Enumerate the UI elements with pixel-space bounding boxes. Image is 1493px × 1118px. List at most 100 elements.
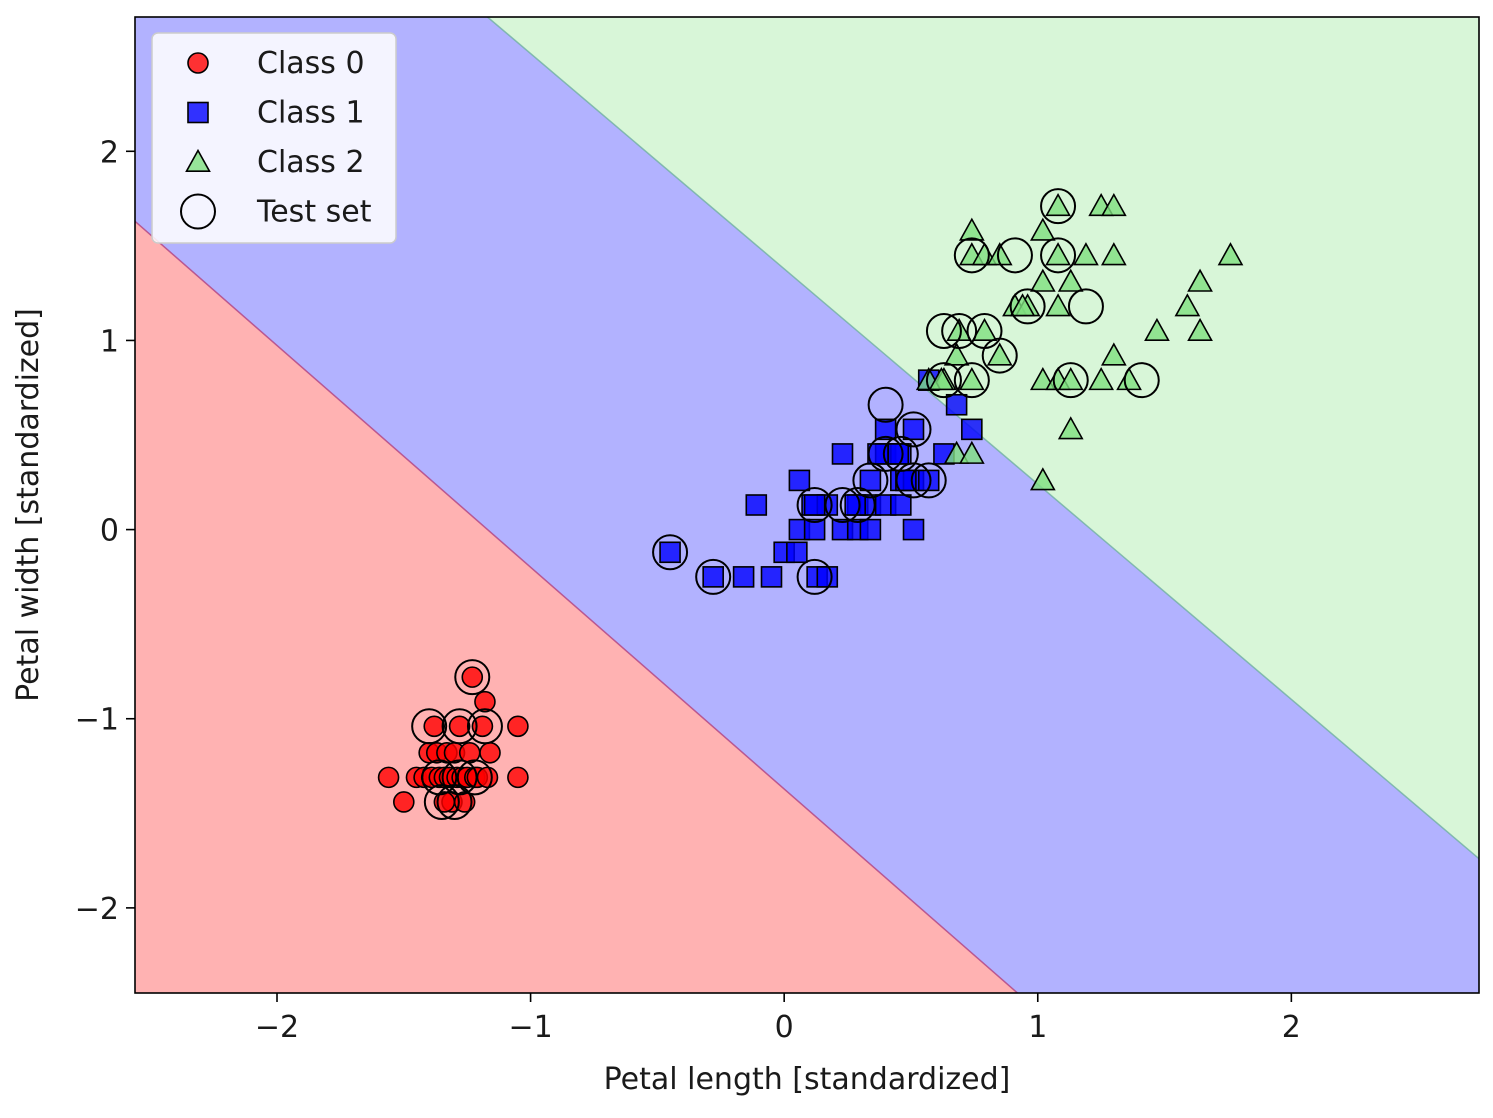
test-set-point bbox=[441, 708, 478, 745]
data-point-class-2 bbox=[1116, 367, 1142, 391]
data-point-class-1 bbox=[859, 469, 882, 492]
y-tick-label: 1 bbox=[100, 324, 119, 359]
data-point-class-0 bbox=[377, 766, 400, 789]
data-point-class-2 bbox=[986, 342, 1013, 366]
data-point-class-2 bbox=[1029, 268, 1056, 292]
test-set-point bbox=[411, 708, 448, 745]
data-point-class-1 bbox=[945, 393, 968, 416]
data-point-class-1 bbox=[803, 518, 826, 541]
boundary-line-0 bbox=[135, 220, 1018, 993]
data-point-class-0 bbox=[507, 715, 529, 738]
legend-label-0: Class 0 bbox=[257, 46, 365, 81]
data-point-class-2 bbox=[1045, 192, 1071, 217]
x-tick-label: 0 bbox=[775, 1010, 794, 1045]
data-point-class-2 bbox=[1045, 242, 1071, 266]
test-set-point bbox=[796, 487, 833, 523]
data-point-class-0 bbox=[479, 741, 501, 764]
data-point-class-1 bbox=[902, 418, 925, 441]
data-point-class-1 bbox=[702, 566, 724, 588]
boundary-line-1 bbox=[486, 17, 1479, 860]
data-point-class-2 bbox=[1100, 342, 1127, 366]
data-points bbox=[377, 192, 1244, 813]
legend-marker-0 bbox=[187, 52, 209, 74]
data-point-class-2 bbox=[1057, 416, 1084, 440]
test-set-point bbox=[436, 783, 473, 820]
legend: Class 0 Class 1 Class 2 Test set bbox=[151, 32, 397, 244]
data-point-class-1 bbox=[760, 566, 783, 588]
data-point-class-2 bbox=[1187, 268, 1213, 292]
test-set-point bbox=[466, 708, 503, 745]
x-tick-label: −1 bbox=[508, 1010, 552, 1045]
data-point-class-0 bbox=[433, 791, 456, 813]
test-set-point bbox=[1009, 288, 1046, 325]
data-point-class-0 bbox=[471, 715, 494, 738]
data-point-class-1 bbox=[732, 566, 755, 588]
test-set-point bbox=[867, 435, 904, 472]
test-set-point bbox=[423, 783, 460, 820]
data-point-class-2 bbox=[1100, 242, 1127, 266]
x-tick-label: −2 bbox=[255, 1010, 299, 1045]
y-tick-label: −2 bbox=[75, 892, 119, 927]
data-point-class-0 bbox=[507, 766, 529, 789]
data-point-class-1 bbox=[859, 518, 882, 541]
data-point-class-1 bbox=[659, 541, 681, 564]
y-axis-label: Petal width [standardized] bbox=[11, 308, 46, 702]
test-set-point bbox=[454, 659, 491, 696]
data-point-class-2 bbox=[1088, 367, 1115, 391]
test-set-point bbox=[895, 462, 932, 499]
legend-marker-1 bbox=[187, 101, 209, 124]
data-point-class-0 bbox=[474, 690, 496, 713]
data-point-class-2 bbox=[1217, 242, 1244, 266]
data-point-class-2 bbox=[1045, 293, 1071, 317]
test-set-point bbox=[1123, 362, 1160, 399]
test-set-markers bbox=[411, 188, 1160, 820]
decision-boundaries bbox=[135, 17, 1479, 993]
x-tick-label: 2 bbox=[1282, 1010, 1301, 1045]
data-point-class-2 bbox=[1057, 367, 1084, 391]
data-point-class-2 bbox=[1073, 242, 1099, 266]
test-set-point bbox=[953, 362, 990, 399]
data-point-class-2 bbox=[1100, 192, 1127, 217]
data-point-class-1 bbox=[917, 469, 940, 492]
data-point-class-2 bbox=[1009, 293, 1036, 317]
legend-label-2: Class 2 bbox=[257, 145, 365, 180]
legend-marker-3 bbox=[180, 193, 216, 230]
test-set-point bbox=[910, 462, 947, 499]
test-set-point bbox=[456, 759, 493, 796]
data-point-class-1 bbox=[961, 418, 983, 441]
data-point-class-2 bbox=[1174, 293, 1201, 317]
data-point-class-1 bbox=[902, 518, 925, 541]
data-point-class-0 bbox=[476, 766, 499, 789]
test-set-point bbox=[895, 411, 932, 448]
y-tick-label: 2 bbox=[100, 135, 119, 170]
data-point-class-2 bbox=[1187, 317, 1213, 341]
y-axis-ticks: −2 −1 0 1 2 bbox=[75, 135, 135, 927]
test-set-point bbox=[796, 558, 833, 595]
data-point-class-2 bbox=[1144, 317, 1170, 341]
test-set-point bbox=[996, 237, 1033, 274]
test-set-point bbox=[441, 759, 478, 796]
data-point-class-2 bbox=[943, 342, 970, 366]
data-point-class-1 bbox=[844, 494, 866, 516]
data-point-class-1 bbox=[803, 494, 826, 516]
test-set-point bbox=[953, 237, 990, 274]
x-axis-label: Petal length [standardized] bbox=[604, 1062, 1011, 1097]
data-point-class-1 bbox=[816, 566, 839, 588]
test-set-point bbox=[882, 435, 919, 472]
data-point-class-2 bbox=[958, 217, 985, 241]
data-point-class-2 bbox=[1029, 217, 1056, 241]
data-point-class-1 bbox=[831, 443, 854, 465]
data-point-class-1 bbox=[890, 494, 912, 516]
plot-frame bbox=[134, 16, 1480, 994]
test-set-point bbox=[1040, 188, 1077, 225]
y-tick-label: −1 bbox=[75, 703, 119, 738]
data-point-class-2 bbox=[958, 440, 985, 464]
y-tick-label: 0 bbox=[100, 514, 119, 549]
legend-box bbox=[151, 32, 397, 244]
test-set-point bbox=[981, 337, 1018, 374]
test-set-point bbox=[925, 362, 962, 399]
data-point-class-0 bbox=[423, 715, 446, 738]
x-tick-label: 1 bbox=[1028, 1010, 1047, 1045]
